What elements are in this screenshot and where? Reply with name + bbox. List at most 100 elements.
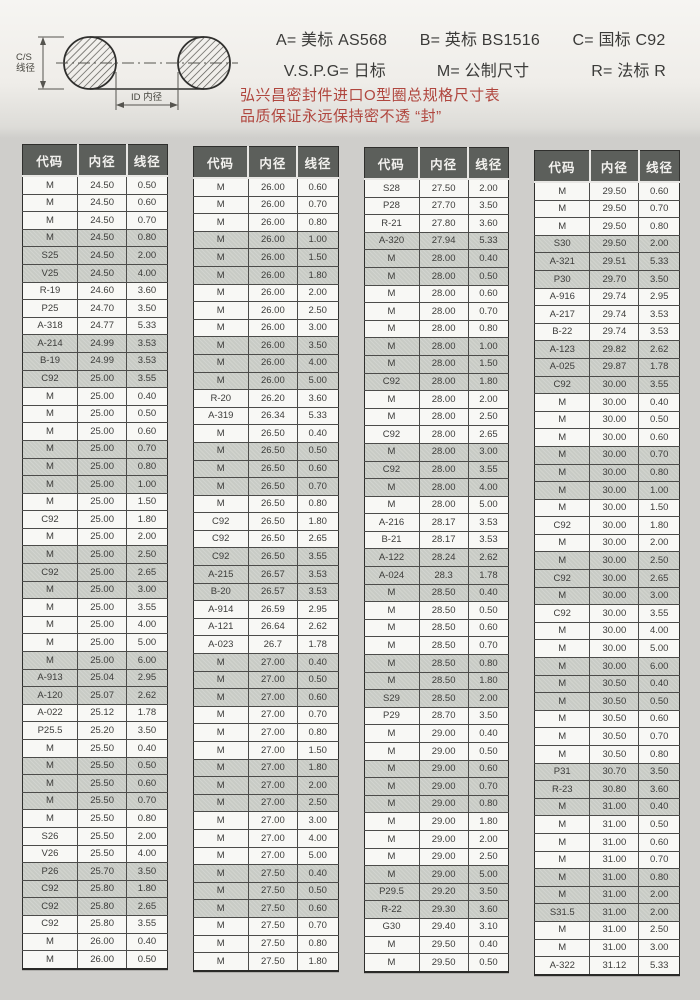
cell-inner-diameter: 26.00 xyxy=(247,283,298,302)
cell-inner-diameter: 26.57 xyxy=(247,582,298,601)
catalog-title-line2: 品质保证永远保持密不透 “封” xyxy=(240,108,442,125)
table-row: A-322 31.12 5.33 xyxy=(534,956,680,975)
cell-code: M xyxy=(193,459,249,478)
standards-legend: A= 美标 AS568 B= 英标 BS1516 C= 国标 C92 V.S.P… xyxy=(276,26,672,81)
cell-code: A-216 xyxy=(364,513,419,532)
cell-inner-diameter: 28.50 xyxy=(418,636,469,655)
table-row: M 29.00 5.00 xyxy=(364,865,509,884)
cell-inner-diameter: 30.00 xyxy=(589,657,639,676)
cell-cross-section: 0.40 xyxy=(126,387,168,406)
cell-cross-section: 0.70 xyxy=(296,477,338,496)
cell-cross-section: 4.00 xyxy=(126,844,168,863)
table-row: C92 26.50 3.55 xyxy=(193,547,338,566)
cell-cross-section: 0.40 xyxy=(467,935,509,954)
table-row: C92 25.00 1.80 xyxy=(22,510,168,529)
table-row: M 29.00 2.50 xyxy=(364,847,509,866)
cell-code: M xyxy=(534,745,590,764)
cell-inner-diameter: 30.00 xyxy=(589,463,639,482)
cell-code: M xyxy=(193,177,249,197)
table-row: A-215 26.57 3.53 xyxy=(193,565,338,584)
cell-code: M xyxy=(193,195,249,214)
table-row: A-025 29.87 1.78 xyxy=(534,357,680,377)
cell-inner-diameter: 26.50 xyxy=(247,494,298,513)
cell-cross-section: 0.50 xyxy=(638,815,680,834)
cell-inner-diameter: 29.82 xyxy=(589,340,639,359)
cell-inner-diameter: 25.00 xyxy=(76,563,127,582)
cell-inner-diameter: 29.50 xyxy=(418,935,469,954)
cell-code: M xyxy=(534,868,590,887)
cell-cross-section: 5.33 xyxy=(638,252,680,271)
cell-inner-diameter: 25.50 xyxy=(76,774,127,793)
table-row: M 31.00 3.00 xyxy=(534,938,680,957)
cell-inner-diameter: 29.74 xyxy=(589,322,639,341)
cell-inner-diameter: 26.64 xyxy=(247,617,298,636)
cell-code: M xyxy=(22,598,78,617)
oring-diagram-svg: C/S 线径 ID 内径 xyxy=(16,36,238,110)
cell-inner-diameter: 25.00 xyxy=(76,492,127,511)
table-row: S31.5 31.00 2.00 xyxy=(534,903,680,922)
cell-inner-diameter: 30.50 xyxy=(589,745,639,764)
cell-code: M xyxy=(193,283,249,302)
table-row: M 25.00 0.70 xyxy=(22,439,168,458)
table-row: M 31.00 0.60 xyxy=(534,832,680,852)
cell-code: V25 xyxy=(22,263,78,283)
cell-cross-section: 0.80 xyxy=(126,457,168,476)
cell-code: M xyxy=(534,533,590,552)
cell-inner-diameter: 24.50 xyxy=(76,263,127,283)
cell-code: M xyxy=(534,727,590,746)
cell-inner-diameter: 28.00 xyxy=(418,354,469,374)
cell-code: M xyxy=(193,301,249,320)
cell-code: A-024 xyxy=(364,566,419,585)
cell-cross-section: 0.50 xyxy=(467,266,509,286)
cell-cross-section: 2.00 xyxy=(126,527,168,546)
table-row: P31 30.70 3.50 xyxy=(534,762,680,781)
cell-inner-diameter: 25.00 xyxy=(76,387,127,406)
cell-cross-section: 5.00 xyxy=(296,846,338,865)
table-row: M 29.50 0.40 xyxy=(364,935,509,954)
cell-cross-section: 0.80 xyxy=(467,319,509,338)
cell-code: P28 xyxy=(364,196,419,215)
table-row: B-22 29.74 3.53 xyxy=(534,322,680,341)
table-row: A-319 26.34 5.33 xyxy=(193,406,338,425)
cell-inner-diameter: 25.50 xyxy=(76,826,127,846)
cell-inner-diameter: 25.50 xyxy=(76,844,127,863)
table-row: M 29.00 1.80 xyxy=(364,812,509,831)
table-row: A-123 29.82 2.62 xyxy=(534,340,680,359)
table-row: M 25.00 0.60 xyxy=(22,422,168,441)
cell-inner-diameter: 26.50 xyxy=(247,441,298,460)
cell-inner-diameter: 28.00 xyxy=(418,407,469,426)
cell-inner-diameter: 27.00 xyxy=(247,653,298,672)
cell-code: M xyxy=(364,337,419,356)
cell-cross-section: 3.00 xyxy=(638,586,680,605)
cell-inner-diameter: 31.00 xyxy=(589,815,639,834)
cell-code: M xyxy=(534,393,590,412)
cell-inner-diameter: 26.00 xyxy=(247,265,298,285)
cell-code: M xyxy=(193,248,249,267)
cell-cross-section: 0.40 xyxy=(296,653,338,672)
table-row: M 29.00 0.40 xyxy=(364,724,509,743)
cell-cross-section: 3.53 xyxy=(126,351,168,371)
cell-cross-section: 0.40 xyxy=(638,797,680,816)
cell-code: C92 xyxy=(22,914,78,934)
table-row: C92 26.50 1.80 xyxy=(193,512,338,531)
cell-inner-diameter: 27.80 xyxy=(418,214,469,233)
table-row: M 27.00 0.60 xyxy=(193,688,338,707)
cell-cross-section: 1.50 xyxy=(638,498,680,517)
cell-code: P29 xyxy=(364,706,419,725)
size-table-4: 代码 内径 线径 M 29.50 0.60 M 29.50 0.70 M 29.50 0.80 S30 2… xyxy=(534,150,680,976)
cell-inner-diameter: 25.50 xyxy=(76,756,127,775)
cell-cross-section: 3.50 xyxy=(126,862,168,881)
table-row: S26 25.50 2.00 xyxy=(22,826,168,846)
cell-code: M xyxy=(364,407,419,426)
cell-code: M xyxy=(534,674,590,693)
table-row: C92 30.00 1.80 xyxy=(534,516,680,535)
cell-cross-section: 3.55 xyxy=(467,460,509,479)
cell-code: A-319 xyxy=(193,406,249,425)
table-row: C92 30.00 3.55 xyxy=(534,375,680,394)
table-row: M 28.50 0.40 xyxy=(364,583,509,602)
table-row: M 30.50 0.80 xyxy=(534,745,680,764)
cell-inner-diameter: 29.50 xyxy=(589,217,639,236)
cell-inner-diameter: 29.00 xyxy=(418,724,469,743)
cell-cross-section: 3.50 xyxy=(467,882,509,901)
cell-inner-diameter: 28.00 xyxy=(418,266,469,286)
